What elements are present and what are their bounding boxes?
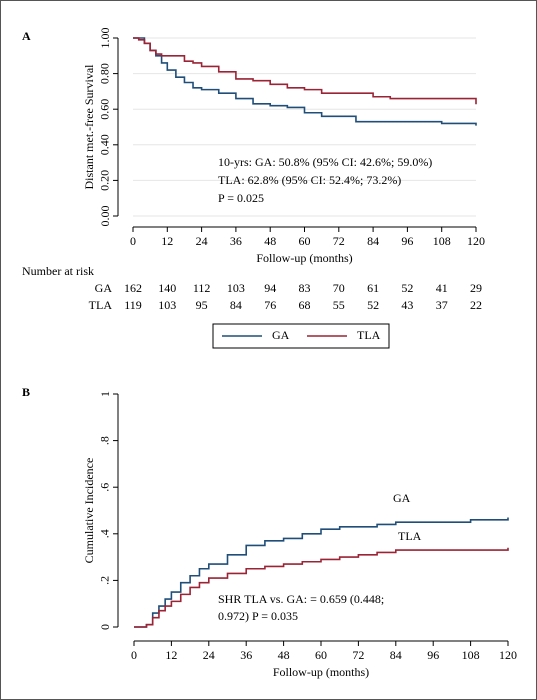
x-tick-label: 120 [467,234,485,248]
risk-count: 76 [264,298,276,312]
x-tick-label: 96 [427,648,439,662]
x-tick-label: 36 [230,234,242,248]
y-axis-title: Distant met.-free Survival [82,64,96,190]
risk-count: 162 [124,281,142,295]
x-tick-label: 24 [196,234,208,248]
x-tick-label: 84 [390,648,402,662]
risk-count: 84 [230,298,242,312]
x-tick-label: 120 [499,648,517,662]
legend-label: GA [272,328,290,342]
risk-count: 41 [436,281,448,295]
y-axis-title: Cumulative Incidence [82,458,96,564]
x-tick-label: 72 [333,234,345,248]
panel-label: A [22,29,31,43]
x-tick-label: 108 [433,234,451,248]
risk-row-name: GA [95,281,113,295]
x-tick-label: 0 [130,234,136,248]
annotation: SHR TLA vs. GA: = 0.659 (0.448; [218,592,384,606]
y-tick-label: 1 [98,391,112,397]
survival-curve [134,547,509,628]
y-tick-label: .6 [98,483,112,492]
risk-count: 70 [333,281,345,295]
survival-curve [133,37,477,126]
x-tick-label: 48 [278,648,290,662]
risk-count: 83 [299,281,311,295]
risk-count: 103 [227,281,245,295]
risk-count: 55 [333,298,345,312]
x-tick-label: 36 [240,648,252,662]
x-tick-label: 24 [203,648,215,662]
annotation: 10-yrs: GA: 50.8% (95% CI: 42.6%; 59.0%) [218,155,432,169]
risk-count: 95 [196,298,208,312]
x-tick-label: 60 [299,234,311,248]
annotation: 0.972) P = 0.035 [218,609,298,623]
x-tick-label: 0 [131,648,137,662]
risk-count: 29 [470,281,482,295]
survival-curve [134,517,509,628]
series-label: GA [393,491,411,505]
x-tick-label: 12 [165,648,177,662]
x-tick-label: 108 [462,648,480,662]
x-tick-label: 96 [401,234,413,248]
risk-count: 22 [470,298,482,312]
x-axis-title: Follow-up (months) [256,251,352,265]
risk-count: 103 [158,298,176,312]
y-tick-label: 0.40 [98,134,112,155]
y-tick-label: 0 [98,624,112,630]
risk-count: 52 [401,281,413,295]
x-tick-label: 12 [161,234,173,248]
x-tick-label: 60 [315,648,327,662]
y-tick-label: .8 [98,436,112,445]
legend-label: TLA [357,328,381,342]
y-tick-label: 0.80 [98,63,112,84]
risk-count: 112 [193,281,211,295]
risk-count: 43 [401,298,413,312]
survival-curve [133,37,477,105]
risk-count: 140 [158,281,176,295]
risk-table-title: Number at risk [22,264,94,278]
x-tick-label: 48 [264,234,276,248]
risk-count: 119 [124,298,142,312]
panel-label: B [22,385,30,399]
annotation: TLA: 62.8% (95% CI: 52.4%; 73.2%) [218,173,401,187]
y-tick-label: 0.00 [98,206,112,227]
x-tick-label: 72 [352,648,364,662]
y-tick-label: .2 [98,576,112,585]
y-tick-label: 0.20 [98,170,112,191]
annotation: P = 0.025 [218,191,264,205]
x-axis-title: Follow-up (months) [273,665,369,679]
series-label: TLA [398,529,422,543]
risk-count: 68 [299,298,311,312]
risk-count: 37 [436,298,448,312]
y-tick-label: .4 [98,529,112,538]
risk-count: 94 [264,281,276,295]
y-tick-label: 1.00 [98,28,112,49]
risk-count: 52 [367,298,379,312]
y-tick-label: 0.60 [98,99,112,120]
risk-count: 61 [367,281,379,295]
risk-row-name: TLA [89,298,113,312]
x-tick-label: 84 [367,234,379,248]
